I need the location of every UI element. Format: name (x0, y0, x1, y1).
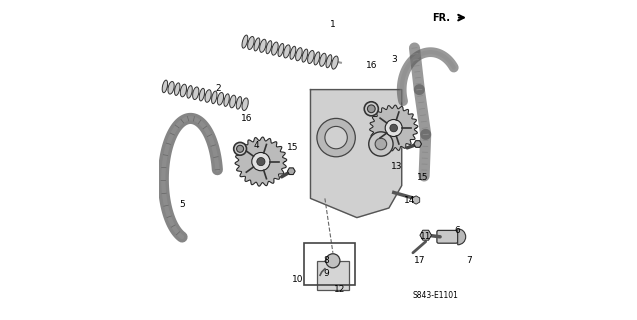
Text: 10: 10 (292, 276, 303, 284)
Ellipse shape (175, 83, 180, 95)
Text: 12: 12 (334, 285, 345, 294)
Ellipse shape (308, 51, 314, 64)
Text: 13: 13 (391, 162, 403, 171)
Ellipse shape (314, 52, 320, 65)
Ellipse shape (217, 92, 224, 105)
Ellipse shape (242, 35, 248, 48)
Ellipse shape (254, 38, 260, 51)
Ellipse shape (224, 94, 229, 106)
Circle shape (317, 118, 355, 157)
Text: 16: 16 (241, 114, 252, 123)
Ellipse shape (168, 82, 174, 94)
Circle shape (325, 126, 347, 149)
Ellipse shape (296, 48, 302, 61)
Text: 4: 4 (254, 141, 259, 150)
Text: 17: 17 (413, 256, 425, 265)
Circle shape (369, 132, 393, 156)
Ellipse shape (302, 49, 308, 62)
Text: 2: 2 (215, 84, 220, 92)
Wedge shape (458, 229, 466, 245)
Polygon shape (369, 105, 418, 151)
Ellipse shape (205, 90, 211, 102)
FancyBboxPatch shape (437, 230, 458, 243)
Ellipse shape (290, 46, 296, 59)
FancyBboxPatch shape (317, 261, 349, 290)
Circle shape (364, 102, 378, 116)
Text: 8: 8 (324, 256, 329, 265)
Text: 11: 11 (420, 232, 431, 241)
Ellipse shape (187, 86, 192, 98)
Circle shape (368, 105, 375, 113)
Ellipse shape (248, 36, 254, 50)
Text: S843-E1101: S843-E1101 (412, 292, 458, 300)
Ellipse shape (199, 88, 204, 101)
Text: 3: 3 (391, 55, 397, 64)
Text: 15: 15 (287, 143, 299, 152)
Text: 1: 1 (330, 20, 336, 28)
Ellipse shape (192, 87, 199, 100)
Circle shape (385, 119, 402, 137)
Circle shape (390, 124, 397, 132)
Ellipse shape (162, 80, 168, 93)
Circle shape (234, 142, 247, 155)
Text: 5: 5 (180, 200, 185, 209)
Text: 6: 6 (455, 226, 461, 235)
Ellipse shape (230, 95, 236, 108)
Ellipse shape (266, 41, 272, 54)
Ellipse shape (283, 45, 290, 58)
Ellipse shape (271, 42, 278, 55)
Text: FR.: FR. (432, 12, 450, 23)
Circle shape (375, 138, 387, 150)
Text: 7: 7 (466, 256, 472, 265)
Ellipse shape (211, 91, 217, 104)
Text: 15: 15 (417, 173, 428, 182)
Circle shape (236, 145, 243, 152)
Ellipse shape (242, 98, 248, 110)
Ellipse shape (236, 97, 241, 109)
Ellipse shape (326, 55, 332, 68)
Text: 16: 16 (366, 61, 377, 70)
Ellipse shape (180, 84, 187, 97)
Circle shape (326, 254, 340, 268)
Ellipse shape (260, 39, 266, 52)
Ellipse shape (332, 56, 338, 69)
Ellipse shape (278, 44, 284, 57)
Text: 14: 14 (404, 196, 415, 204)
Circle shape (252, 153, 270, 171)
Ellipse shape (320, 53, 326, 66)
Polygon shape (310, 90, 402, 218)
Text: 9: 9 (324, 269, 329, 278)
Circle shape (257, 157, 265, 166)
Polygon shape (235, 137, 287, 186)
